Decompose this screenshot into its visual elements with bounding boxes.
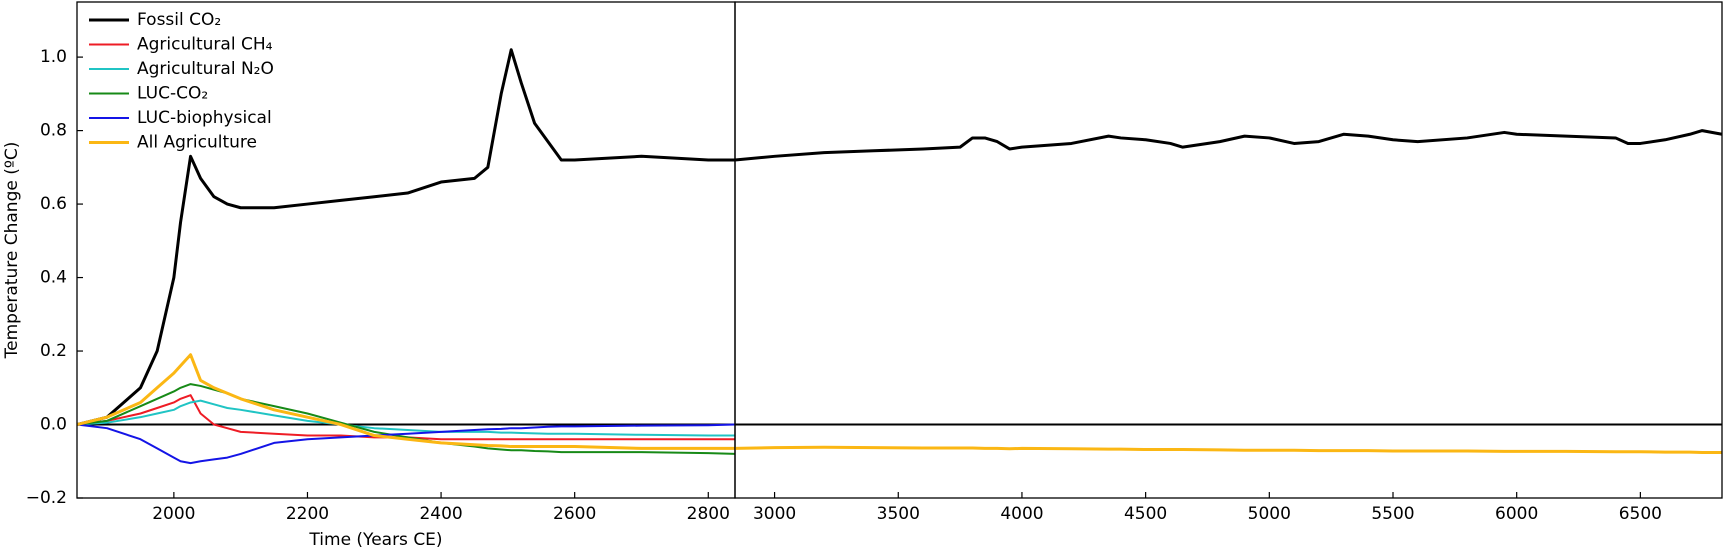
x-tick-label: 6500 <box>1619 504 1662 524</box>
x-tick-label: 2200 <box>286 504 329 524</box>
y-tick-label: −0.2 <box>26 488 67 508</box>
x-tick-label: 5500 <box>1371 504 1414 524</box>
y-tick-label: 1.0 <box>40 47 67 67</box>
legend-label: Agricultural N₂O <box>137 59 274 79</box>
x-tick-label: 3500 <box>877 504 920 524</box>
y-tick-label: 0.6 <box>40 194 67 214</box>
series-line <box>76 399 735 437</box>
x-tick-label: 3000 <box>753 504 796 524</box>
y-axis-label: Temperature Change (ºC) <box>2 142 22 360</box>
x-tick-label: 2000 <box>152 504 195 524</box>
x-tick-label: 2400 <box>419 504 462 524</box>
series-line <box>76 353 735 450</box>
series-line <box>76 48 735 426</box>
x-tick-label: 4000 <box>1000 504 1043 524</box>
legend-label: Fossil CO₂ <box>137 10 221 30</box>
y-tick-label: 0.0 <box>40 415 67 435</box>
legend-label: LUC-CO₂ <box>137 84 208 104</box>
y-tick-label: 0.8 <box>40 121 67 141</box>
y-tick-label: 0.2 <box>40 341 67 361</box>
y-tick-label: 0.4 <box>40 268 67 288</box>
legend-label: LUC-biophysical <box>137 108 272 128</box>
x-tick-label: 5000 <box>1248 504 1291 524</box>
series-line <box>76 394 735 441</box>
x-tick-label: 6000 <box>1495 504 1538 524</box>
x-tick-label: 2600 <box>553 504 596 524</box>
series-line <box>734 129 1723 162</box>
series-line <box>76 383 736 455</box>
x-tick-label: 4500 <box>1124 504 1167 524</box>
plot-frame <box>734 1 1723 499</box>
series-line <box>734 445 1722 454</box>
x-axis-label: Time (Years CE) <box>308 530 442 550</box>
legend-label: All Agriculture <box>137 133 257 153</box>
x-tick-label: 2800 <box>687 504 730 524</box>
legend-label: Agricultural CH₄ <box>137 35 273 55</box>
